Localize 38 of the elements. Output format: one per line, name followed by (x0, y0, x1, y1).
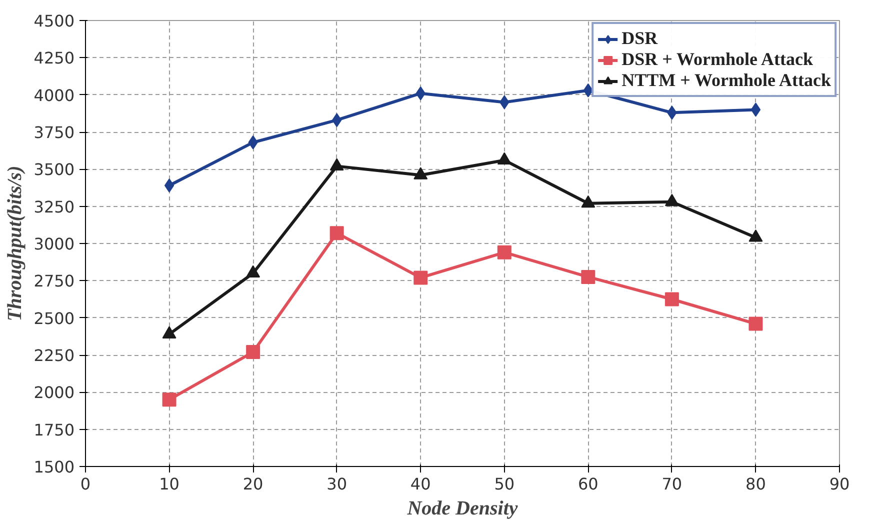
legend-label: DSR (622, 28, 658, 49)
point (664, 292, 679, 306)
x-tick-label: 90 (829, 474, 850, 494)
y-tick-label: 3500 (34, 160, 74, 180)
y-tick-label: 4000 (34, 86, 74, 105)
y-tick-label: 3250 (34, 197, 74, 216)
y-tick-label: 1750 (34, 420, 74, 440)
y-tick-label: 2250 (34, 346, 74, 365)
y-tick-label: 4250 (34, 48, 74, 68)
y-tick-label: 2000 (34, 383, 74, 402)
point (164, 178, 174, 193)
y-tick-label: 2500 (34, 308, 74, 328)
x-tick-label: 20 (242, 474, 264, 494)
point (581, 270, 596, 284)
y-tick-label: 3750 (34, 123, 74, 142)
point (497, 245, 512, 260)
x-tick-label: 70 (662, 474, 682, 494)
legend-label: NTTM + Wormhole Attack (622, 70, 831, 91)
x-axis-title: Node Density (406, 498, 518, 520)
x-tick-label: 40 (410, 474, 431, 494)
point (162, 392, 176, 407)
point (246, 345, 260, 360)
x-tick-label: 50 (494, 474, 515, 494)
x-tick-label: 80 (746, 474, 766, 494)
y-tick-label: 4500 (34, 12, 74, 30)
x-tick-label: 60 (578, 474, 598, 494)
x-tick-label: 0 (80, 474, 91, 494)
y-tick-label: 2750 (34, 272, 74, 291)
legend-label: DSR + Wormhole Attack (622, 49, 814, 70)
y-tick-label: 1500 (34, 458, 74, 476)
x-tick-label: 30 (326, 474, 348, 494)
y-axis-title: Throughput(bits/s) (4, 166, 26, 322)
point (750, 102, 761, 117)
y-tick-label: 3000 (34, 234, 74, 254)
point (330, 226, 344, 240)
point (414, 270, 428, 285)
x-tick-label: 10 (159, 474, 180, 494)
point (748, 316, 763, 331)
